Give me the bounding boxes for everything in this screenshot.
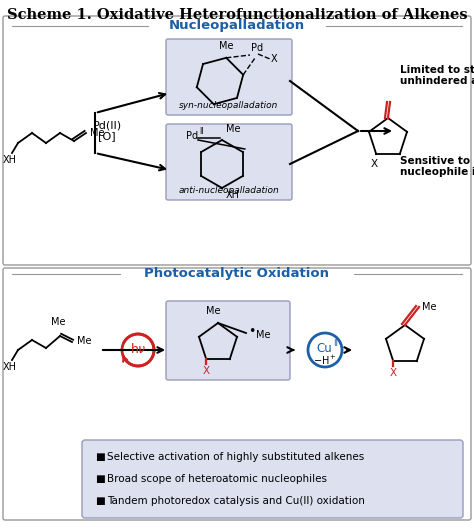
Text: Selective activation of highly substituted alkenes: Selective activation of highly substitut… — [107, 452, 364, 462]
Text: Cu: Cu — [316, 342, 332, 354]
FancyBboxPatch shape — [82, 440, 463, 518]
Text: ■: ■ — [95, 496, 105, 506]
Text: $-$H$^+$: $-$H$^+$ — [313, 353, 337, 366]
Text: Me: Me — [77, 336, 91, 346]
Text: Pd(II): Pd(II) — [92, 120, 121, 130]
Text: II: II — [333, 338, 338, 347]
Text: ■: ■ — [95, 452, 105, 462]
Text: X: X — [390, 368, 397, 378]
Text: h$\nu$: h$\nu$ — [130, 342, 146, 356]
Text: X: X — [271, 54, 278, 64]
FancyBboxPatch shape — [166, 301, 290, 380]
Text: [O]: [O] — [98, 131, 116, 141]
Text: unhindered alkenes: unhindered alkenes — [400, 76, 474, 86]
Text: XH: XH — [226, 190, 240, 200]
Text: Pd: Pd — [186, 131, 198, 141]
Text: nucleophile identity: nucleophile identity — [400, 167, 474, 177]
Text: ■: ■ — [95, 474, 105, 484]
FancyBboxPatch shape — [166, 124, 292, 200]
Text: •: • — [248, 325, 255, 338]
Text: II: II — [199, 127, 203, 137]
Text: anti-nucleopalladation: anti-nucleopalladation — [179, 186, 279, 195]
FancyBboxPatch shape — [166, 39, 292, 115]
Text: XH: XH — [3, 155, 17, 165]
FancyBboxPatch shape — [3, 16, 471, 265]
Text: Me: Me — [206, 306, 220, 316]
Text: Me: Me — [226, 124, 240, 134]
Text: Me: Me — [422, 302, 437, 312]
Text: Me: Me — [256, 330, 271, 340]
Text: Pd: Pd — [251, 43, 263, 53]
Text: syn-nucleopalladation: syn-nucleopalladation — [179, 101, 279, 110]
Text: Broad scope of heteroatomic nucleophiles: Broad scope of heteroatomic nucleophiles — [107, 474, 327, 484]
Text: Nucleopalladation: Nucleopalladation — [169, 20, 305, 33]
Text: Me: Me — [90, 128, 104, 138]
Text: X: X — [203, 366, 210, 376]
Text: Sensitive to: Sensitive to — [400, 156, 470, 166]
Text: Limited to sterically: Limited to sterically — [400, 65, 474, 75]
Text: Tandem photoredox catalysis and Cu(II) oxidation: Tandem photoredox catalysis and Cu(II) o… — [107, 496, 365, 506]
Text: Me: Me — [51, 317, 65, 327]
Text: X: X — [371, 159, 378, 169]
FancyBboxPatch shape — [3, 268, 471, 520]
Text: Me: Me — [219, 41, 234, 51]
Text: Photocatalytic Oxidation: Photocatalytic Oxidation — [145, 268, 329, 280]
Text: XH: XH — [3, 362, 17, 372]
Text: Scheme 1. Oxidative Heterofunctionalization of Alkenes: Scheme 1. Oxidative Heterofunctionalizat… — [7, 8, 467, 22]
